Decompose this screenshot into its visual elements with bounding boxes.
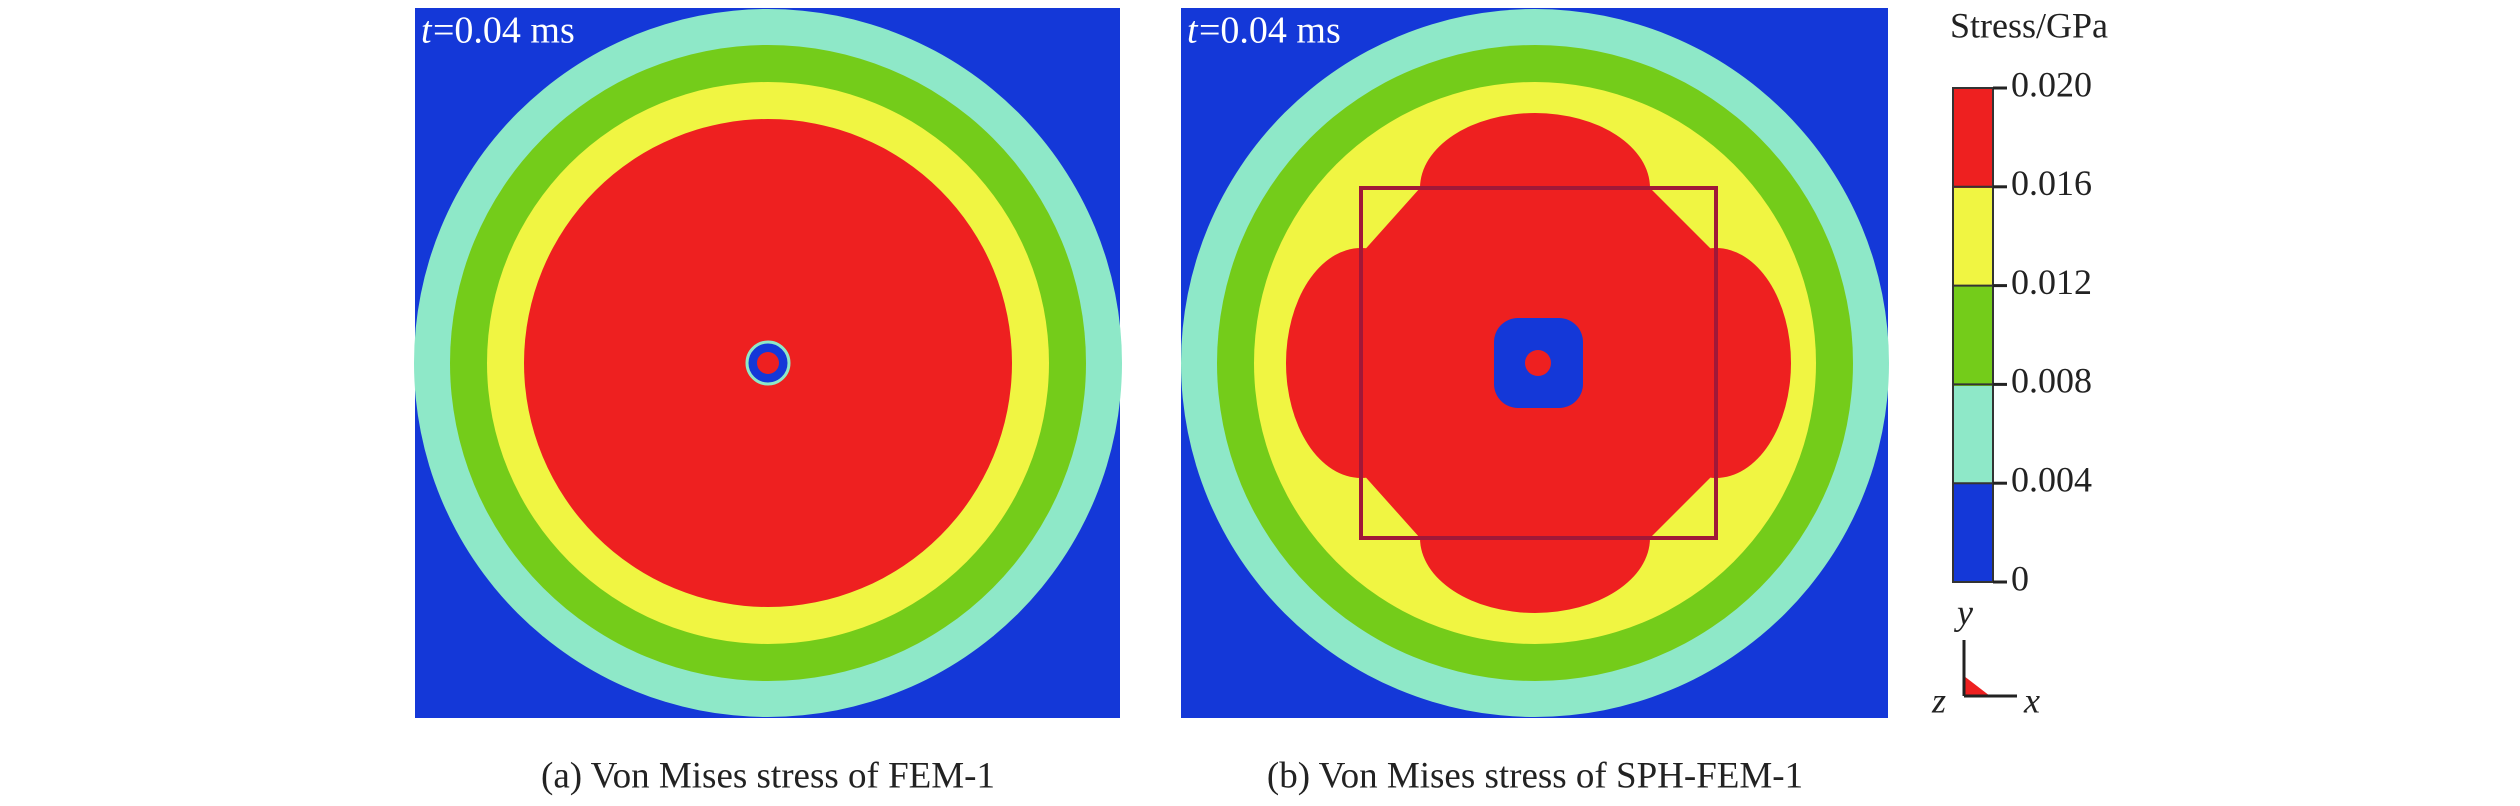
colorbar-tick-label: 0.012 <box>2011 262 2092 302</box>
colorbar-tick-label: 0.016 <box>2011 163 2092 203</box>
caption: (b) Von Mises stress of SPH-FEM-1 <box>1267 755 1803 796</box>
colorbar-tick-label: 0.020 <box>2011 64 2092 104</box>
color-band <box>1953 286 1993 386</box>
triad-fill <box>1964 676 1990 696</box>
time-var: t <box>421 10 433 52</box>
colorbar-tick-label: 0.004 <box>2011 459 2092 499</box>
panel-a: t =0.04 ms <box>414 8 1122 718</box>
time-var: t <box>1187 10 1199 52</box>
panel-b: t =0.04 ms <box>1181 8 1889 718</box>
colorbar-tick-label: 0 <box>2011 558 2029 598</box>
colorbar-tick-label: 0.008 <box>2011 361 2092 401</box>
center-dot <box>1525 350 1551 376</box>
time-value: =0.04 ms <box>433 10 575 52</box>
axis-triad: y z x <box>1931 592 2040 720</box>
axis-x: x <box>2023 680 2040 720</box>
color-band <box>1953 484 1993 582</box>
color-band <box>1953 188 1993 286</box>
time-value: =0.04 ms <box>1199 10 1341 52</box>
color-band <box>1953 88 1993 188</box>
colorbar-title: Stress/GPa <box>1950 5 2108 45</box>
colorbar: Stress/GPa 0.020 0.016 0.012 0.008 0.004 0 <box>1950 5 2108 598</box>
sph-boundary <box>1359 186 1718 540</box>
center-dot <box>757 352 779 374</box>
axis-y: y <box>1954 592 1973 632</box>
axis-z: z <box>1931 680 1946 720</box>
color-band <box>1953 386 1993 484</box>
colorbar-frame <box>1952 87 1994 583</box>
caption: (a) Von Mises stress of FEM-1 <box>541 755 995 796</box>
colorbar-ticks: 0.020 0.016 0.012 0.008 0.004 0 <box>1953 64 2092 598</box>
